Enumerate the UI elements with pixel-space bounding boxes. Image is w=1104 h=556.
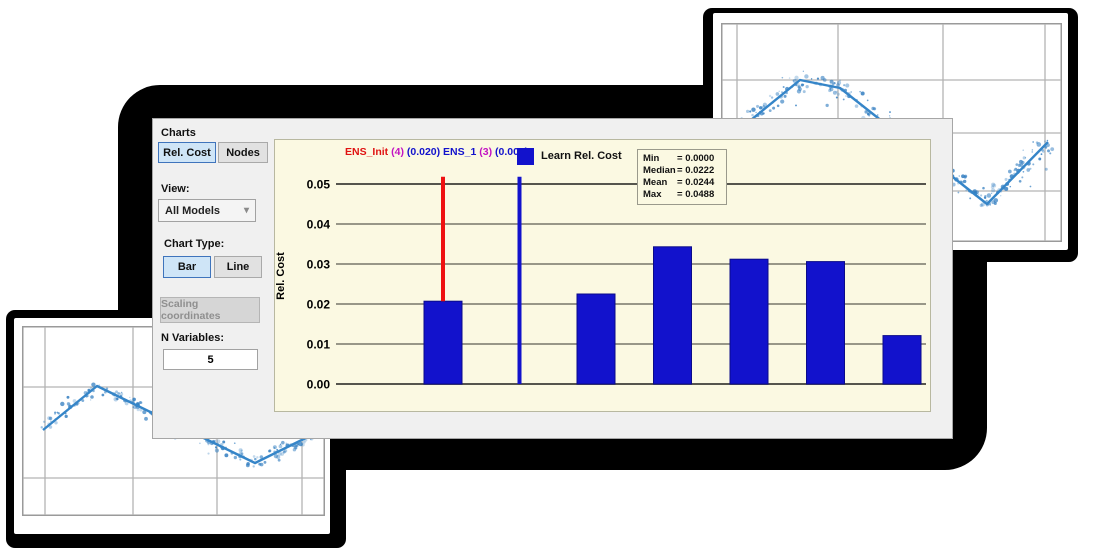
charts-dialog: Charts Rel. Cost Nodes View: All Models … [152,118,953,439]
svg-text:0.04: 0.04 [307,218,331,232]
svg-text:0.03: 0.03 [307,258,331,272]
chart-area: Rel. Cost 0.00 0.01 0.02 0.03 0.04 0.05 ENS_I… [274,139,931,412]
chart-type-bar-button[interactable]: Bar [163,256,211,278]
legend-label: Learn Rel. Cost [541,150,622,162]
view-select[interactable]: All Models ▾ [158,199,256,222]
chevron-down-icon: ▾ [243,205,249,216]
tab-rel-cost[interactable]: Rel. Cost [158,142,216,163]
svg-text:0.05: 0.05 [307,178,331,192]
stat-row-mean: Mean0.0244 [643,177,721,189]
view-label: View: [161,183,190,195]
bar-chart: 0.00 0.01 0.02 0.03 0.04 0.05 [307,176,926,392]
stat-row-min: Min0.0000 [643,153,721,165]
svg-text:0.02: 0.02 [307,298,331,312]
tab-nodes[interactable]: Nodes [218,142,268,163]
chart-type-label: Chart Type: [164,238,225,250]
legend-swatch [517,148,534,165]
n-variables-label: N Variables: [161,332,224,344]
stat-row-max: Max0.0488 [643,189,721,201]
n-variables-field[interactable]: 5 [163,349,258,370]
view-selected-value: All Models [165,204,221,217]
chart-type-line-button[interactable]: Line [214,256,262,278]
stats-box: Min0.0000 Median0.0222 Mean0.0244 Max0.0… [637,149,727,205]
chart-title: ENS_Init (4) (0.020) ENS_1 (3) (0.000) [345,146,529,158]
svg-text:0.00: 0.00 [307,378,331,392]
scaling-coordinates-button[interactable]: Scaling coordinates [160,297,260,323]
stat-row-median: Median0.0222 [643,165,721,177]
svg-text:0.01: 0.01 [307,338,331,352]
charts-section-label: Charts [161,127,196,139]
